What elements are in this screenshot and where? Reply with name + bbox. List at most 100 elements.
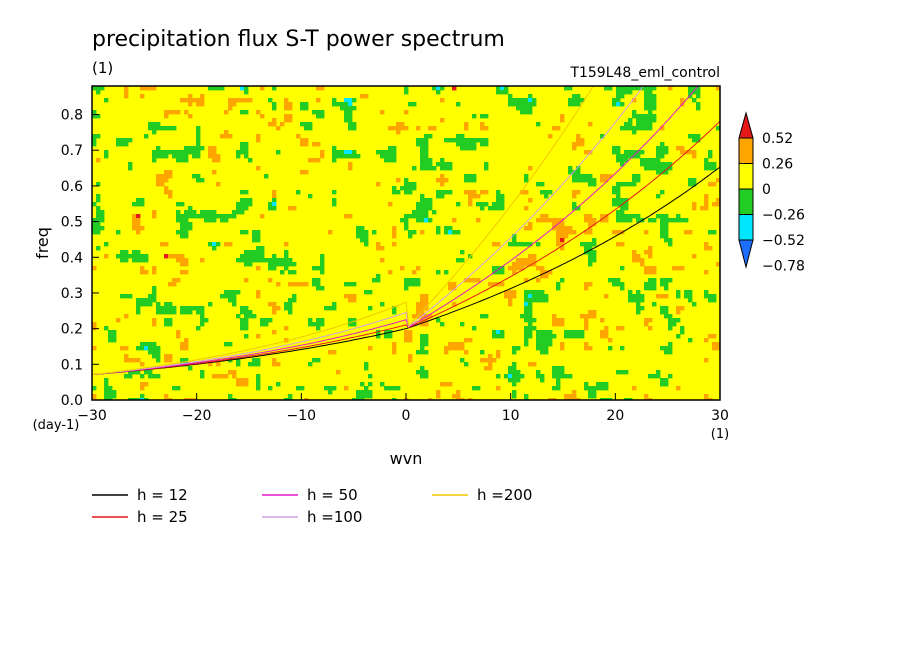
heatmap-cell	[716, 342, 720, 347]
heatmap-cell	[624, 398, 629, 400]
heatmap-cell	[588, 394, 593, 399]
heatmap-cell	[408, 102, 413, 107]
heatmap-cell	[156, 150, 161, 155]
heatmap-cell	[196, 310, 201, 315]
heatmap-cell	[688, 90, 693, 95]
heatmap-cell	[416, 278, 421, 283]
heatmap-cell	[644, 162, 649, 167]
heatmap-cell	[496, 282, 501, 287]
heatmap-cell	[260, 246, 265, 251]
heatmap-cell	[140, 298, 145, 303]
heatmap-cell	[292, 270, 297, 275]
heatmap-cell	[648, 110, 653, 115]
heatmap-cell	[616, 326, 621, 331]
heatmap-cell	[260, 258, 265, 263]
heatmap-cell	[560, 226, 565, 231]
heatmap-cell	[140, 202, 145, 207]
heatmap-cell	[708, 294, 713, 299]
heatmap-cell	[712, 202, 717, 207]
heatmap-cell	[568, 86, 573, 91]
heatmap-cell	[580, 334, 585, 339]
heatmap-cell	[124, 374, 129, 379]
heatmap-cell	[616, 278, 621, 283]
heatmap-cell	[572, 102, 577, 107]
heatmap-cell	[584, 178, 589, 183]
heatmap-cell	[284, 118, 289, 123]
heatmap-cell	[560, 318, 565, 323]
heatmap-cell	[540, 298, 545, 303]
heatmap-cell	[168, 282, 173, 287]
heatmap-cell	[112, 390, 117, 395]
heatmap-cell	[500, 330, 505, 335]
heatmap-cell	[520, 110, 525, 115]
colorbar-segment	[738, 239, 754, 269]
heatmap-cell	[272, 330, 277, 335]
heatmap-cell	[416, 202, 421, 207]
heatmap-cell	[572, 178, 577, 183]
heatmap-cell	[168, 398, 173, 400]
heatmap-cell	[152, 298, 157, 303]
heatmap-cell	[516, 262, 521, 267]
heatmap-cell	[688, 86, 693, 91]
heatmap-cell	[588, 314, 593, 319]
heatmap-cell	[688, 182, 693, 187]
heatmap-cell	[428, 166, 433, 171]
heatmap-cell	[644, 158, 649, 163]
heatmap-cell	[424, 322, 429, 327]
heatmap-cell	[664, 306, 669, 311]
heatmap-cell	[536, 242, 541, 247]
heatmap-cell	[664, 234, 669, 239]
heatmap-cell	[556, 378, 561, 383]
heatmap-cell	[208, 362, 213, 367]
heatmap-cell	[356, 390, 361, 395]
heatmap-cell	[176, 218, 181, 223]
heatmap-cell	[100, 210, 105, 215]
heatmap-cell	[692, 150, 697, 155]
heatmap-cell	[244, 150, 249, 155]
heatmap-cell	[636, 178, 641, 183]
heatmap-cell	[560, 222, 565, 227]
heatmap-cell	[244, 334, 249, 339]
heatmap-cell	[456, 138, 461, 143]
heatmap-cell	[596, 382, 601, 387]
heatmap-cell	[112, 330, 117, 335]
heatmap-cell	[660, 382, 665, 387]
heatmap-cell	[564, 230, 569, 235]
heatmap-cell	[580, 314, 585, 319]
heatmap-cell	[660, 278, 665, 283]
heatmap-cell	[628, 398, 633, 400]
heatmap-cell	[288, 270, 293, 275]
heatmap-cell	[464, 338, 469, 343]
heatmap-cell	[488, 354, 493, 359]
heatmap-cell	[456, 102, 461, 107]
heatmap-cell	[588, 178, 593, 183]
heatmap-cell	[524, 178, 529, 183]
heatmap-cell	[584, 342, 589, 347]
heatmap-cell	[272, 86, 277, 91]
heatmap-cell	[512, 270, 517, 275]
heatmap-cell	[512, 234, 517, 239]
heatmap-cell	[228, 106, 233, 111]
heatmap-cell	[264, 318, 269, 323]
heatmap-cell	[604, 218, 609, 223]
heatmap-cell	[692, 134, 697, 139]
heatmap-cell	[188, 310, 193, 315]
heatmap-cell	[240, 230, 245, 235]
heatmap-cell	[716, 346, 720, 351]
heatmap-cell	[416, 266, 421, 271]
heatmap-cell	[612, 278, 617, 283]
heatmap-cell	[276, 126, 281, 131]
heatmap-cell	[104, 150, 109, 155]
heatmap-cell	[704, 166, 709, 171]
heatmap-cell	[364, 386, 369, 391]
heatmap-cell	[580, 330, 585, 335]
heatmap-cell	[176, 258, 181, 263]
heatmap-cell	[184, 310, 189, 315]
heatmap-cell	[528, 330, 533, 335]
heatmap-cell	[220, 86, 225, 91]
heatmap-cell	[556, 370, 561, 375]
heatmap-cell	[524, 334, 529, 339]
heatmap-cell	[716, 198, 720, 203]
heatmap-cell	[124, 258, 129, 263]
heatmap-cell	[228, 298, 233, 303]
